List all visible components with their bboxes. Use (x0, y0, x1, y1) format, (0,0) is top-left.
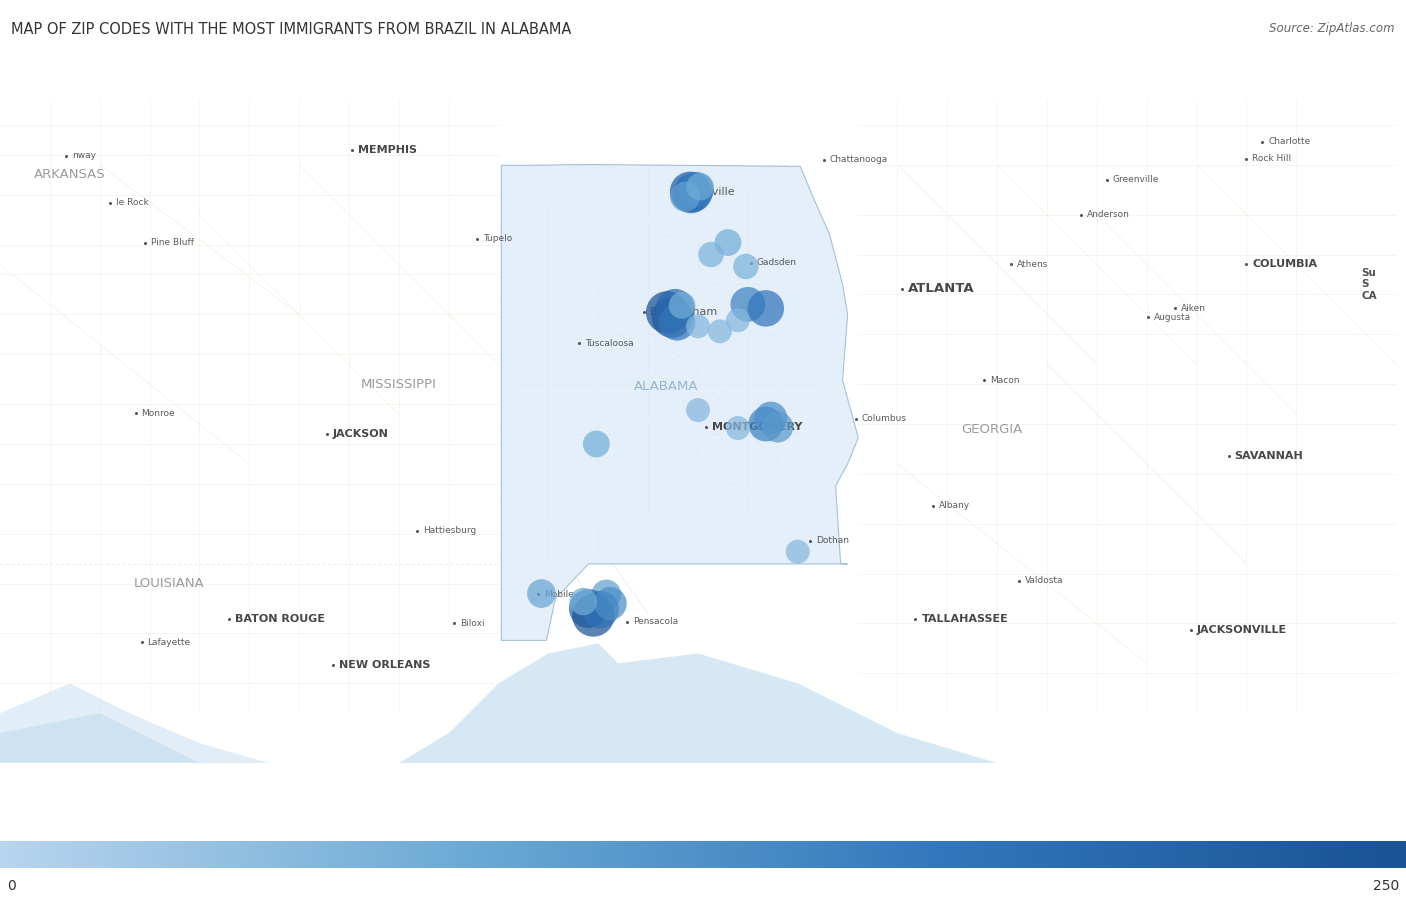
Point (576, 601, 599, 616)
Point (766, 420, 789, 434)
Text: Birmingham: Birmingham (650, 307, 718, 317)
Text: Biloxi: Biloxi (460, 619, 484, 628)
Text: JACKSON: JACKSON (333, 429, 389, 439)
Text: MAP OF ZIP CODES WITH THE MOST IMMIGRANTS FROM BRAZIL IN ALABAMA: MAP OF ZIP CODES WITH THE MOST IMMIGRANT… (11, 22, 572, 38)
Point (666, 316, 689, 330)
Text: MEMPHIS: MEMPHIS (359, 145, 418, 155)
Text: Monroe: Monroe (142, 408, 176, 417)
Point (717, 236, 740, 250)
Text: Valdosta: Valdosta (1025, 576, 1063, 585)
Text: Mobile: Mobile (544, 590, 574, 599)
Text: Lafayette: Lafayette (148, 638, 191, 647)
Text: GEORGIA: GEORGIA (962, 423, 1022, 435)
Text: TALLAHASSEE: TALLAHASSEE (921, 615, 1008, 625)
Point (686, 403, 709, 417)
Text: Tupelo: Tupelo (482, 234, 512, 243)
Polygon shape (0, 644, 1396, 783)
Point (700, 247, 723, 262)
Point (530, 586, 553, 601)
Text: JACKSONVILLE: JACKSONVILLE (1197, 626, 1286, 636)
Text: Source: ZipAtlas.com: Source: ZipAtlas.com (1270, 22, 1395, 35)
Text: Tuscaloosa: Tuscaloosa (585, 339, 634, 348)
Text: Columbus: Columbus (862, 414, 907, 423)
Text: Hattiesburg: Hattiesburg (423, 526, 477, 535)
Text: Anderson: Anderson (1087, 210, 1130, 219)
Text: nway: nway (72, 151, 96, 160)
Point (671, 298, 693, 313)
Text: Rock Hill: Rock Hill (1253, 155, 1292, 164)
Text: COLUMBIA: COLUMBIA (1253, 260, 1317, 270)
Text: Huntsville: Huntsville (681, 187, 735, 197)
Text: LOUISIANA: LOUISIANA (134, 577, 205, 590)
Point (727, 421, 749, 435)
Point (682, 185, 704, 200)
Text: 250: 250 (1372, 878, 1399, 893)
Point (572, 594, 595, 609)
Text: ARKANSAS: ARKANSAS (34, 168, 105, 182)
Point (599, 596, 621, 610)
Text: Charlotte: Charlotte (1268, 138, 1310, 147)
Point (673, 190, 696, 204)
Text: Greenville: Greenville (1112, 175, 1159, 184)
Text: Augusta: Augusta (1154, 313, 1191, 322)
Text: Pensacola: Pensacola (633, 618, 678, 627)
Text: Pine Bluff: Pine Bluff (150, 238, 194, 247)
Point (582, 609, 605, 623)
Polygon shape (0, 683, 349, 783)
Point (595, 587, 617, 601)
Point (737, 298, 759, 312)
Point (685, 182, 707, 197)
Point (686, 319, 709, 334)
Point (664, 301, 686, 316)
Text: MISSISSIPPI: MISSISSIPPI (361, 378, 437, 391)
Text: Chattanooga: Chattanooga (830, 156, 889, 165)
Text: SAVANNAH: SAVANNAH (1234, 451, 1303, 461)
Point (755, 417, 778, 432)
Point (734, 259, 756, 273)
Text: ATLANTA: ATLANTA (908, 282, 974, 296)
Text: Gadsden: Gadsden (756, 259, 797, 268)
Text: 0: 0 (7, 878, 15, 893)
Text: ALABAMA: ALABAMA (634, 379, 699, 393)
Point (786, 545, 808, 559)
Text: le Rock: le Rock (115, 198, 149, 207)
Point (655, 305, 678, 319)
Text: Macon: Macon (990, 376, 1019, 385)
Point (689, 180, 711, 194)
Point (709, 325, 731, 339)
Point (679, 188, 702, 202)
Point (759, 411, 782, 425)
Point (755, 301, 778, 316)
Text: NEW ORLEANS: NEW ORLEANS (339, 661, 430, 671)
Text: MONTGOMERY: MONTGOMERY (711, 422, 803, 432)
Point (661, 310, 683, 325)
Point (727, 313, 749, 327)
Polygon shape (502, 165, 858, 640)
Point (585, 437, 607, 451)
Text: BATON ROUGE: BATON ROUGE (235, 615, 325, 625)
Text: Albany: Albany (939, 502, 970, 511)
Point (589, 602, 612, 617)
Text: Athens: Athens (1017, 260, 1049, 269)
Text: Dothan: Dothan (815, 536, 849, 545)
Text: Su
S
CA: Su S CA (1361, 268, 1376, 301)
Text: Aiken: Aiken (1181, 304, 1205, 313)
Point (679, 184, 702, 199)
